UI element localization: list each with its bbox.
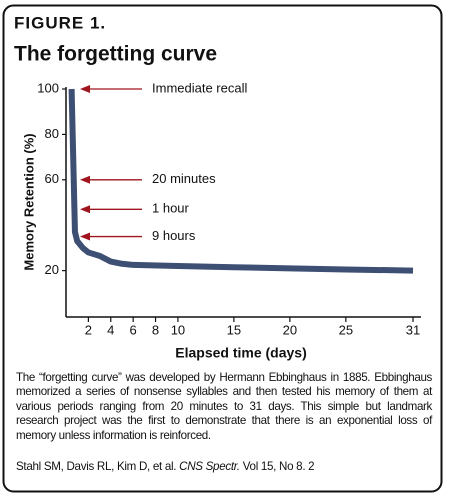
annotation-arrowhead bbox=[80, 232, 90, 241]
caption: The “forgetting curve” was developed by … bbox=[16, 371, 432, 442]
x-axis-label: Elapsed time (days) bbox=[175, 345, 307, 361]
x-tick-label: 6 bbox=[130, 322, 137, 337]
chart-title: The forgetting curve bbox=[14, 43, 217, 66]
x-tick-label: 31 bbox=[406, 322, 420, 337]
annotation-label: 20 minutes bbox=[152, 171, 216, 186]
citation: Stahl SM, Davis RL, Kim D, et al. CNS Sp… bbox=[16, 460, 436, 473]
x-tick-label: 25 bbox=[339, 322, 353, 337]
x-tick-label: 10 bbox=[171, 322, 185, 337]
y-tick-label: 80 bbox=[45, 126, 59, 141]
figure-label: FIGURE 1. bbox=[14, 13, 106, 32]
citation-authors: Stahl SM, Davis RL, Kim D, et al. bbox=[16, 460, 177, 473]
x-tick-label: 20 bbox=[283, 322, 297, 337]
annotation-label: Immediate recall bbox=[152, 80, 247, 95]
data-line bbox=[68, 88, 414, 274]
x-tick-label: 8 bbox=[152, 322, 159, 337]
annotation-arrowhead bbox=[80, 175, 90, 184]
x-tick-label: 15 bbox=[227, 322, 241, 337]
y-tick-label: 20 bbox=[45, 262, 59, 277]
frame bbox=[2, 4, 443, 493]
citation-journal: CNS Spectr. bbox=[179, 460, 240, 473]
annotation-arrowhead bbox=[80, 85, 90, 93]
y-tick-label: 100 bbox=[37, 80, 59, 95]
x-tick-label: 2 bbox=[85, 322, 92, 337]
annotation-label: 1 hour bbox=[152, 201, 190, 216]
annotation-arrowhead bbox=[80, 205, 90, 214]
y-axis-label: Memory Retention (%) bbox=[21, 133, 36, 270]
annotation-label: 9 hours bbox=[152, 228, 196, 243]
x-tick-label: 4 bbox=[107, 322, 114, 337]
y-tick-label: 60 bbox=[45, 171, 59, 186]
citation-rest: Vol 15, No 8. 2 bbox=[242, 460, 315, 473]
